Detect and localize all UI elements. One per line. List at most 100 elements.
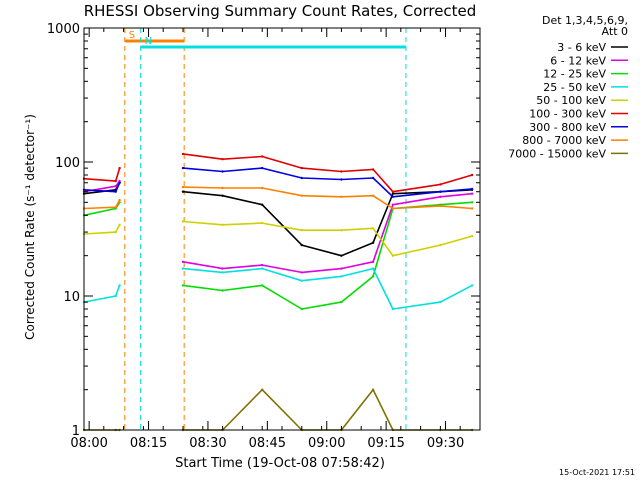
legend-label-4: 25 - 50 keV: [543, 81, 606, 94]
series-8-point-8: [300, 194, 303, 197]
series-7-point-11: [391, 195, 395, 198]
series-8-point-3: [118, 198, 121, 202]
series-5-point-10: [371, 227, 375, 230]
series-6-point-8: [300, 166, 303, 170]
series-layer: [82, 152, 474, 432]
y-tick-label: 1000: [47, 22, 80, 37]
x-tick-label: 09:30: [427, 436, 464, 451]
series-6-point-3: [118, 166, 121, 170]
series-5-point-11: [391, 254, 395, 257]
legend-label-2: 6 - 12 keV: [550, 54, 606, 67]
series-1-point-5: [181, 190, 185, 193]
series-7-point-3: [118, 181, 121, 184]
legend-label-7: 300 - 800 keV: [529, 121, 606, 134]
y-tick-label: 1: [72, 424, 80, 439]
series-2-point-7: [261, 263, 264, 267]
series-8-point-5: [181, 185, 185, 189]
x-tick-label: 08:15: [130, 436, 167, 451]
chart-title: RHESSI Observing Summary Count Rates, Co…: [84, 2, 477, 20]
series-6-point-7: [261, 155, 264, 158]
series-line-4-seg-1: [83, 285, 121, 303]
series-6-point-6: [221, 158, 224, 161]
series-5-point-5: [181, 220, 185, 223]
x-tick-label: 08:30: [189, 436, 226, 451]
series-2-point-2: [114, 185, 117, 188]
y-tick-label: 10: [63, 290, 80, 305]
series-2-point-10: [371, 260, 375, 263]
series-1-point-6: [221, 194, 224, 197]
axes: 1 10 100 1000 08:00 08:15 08:30 08:45 09:00 09:15…: [47, 22, 481, 451]
series-3-point-13: [470, 201, 474, 204]
series-2-point-13: [470, 192, 474, 195]
series-7-point-12: [439, 190, 442, 193]
series-line-9-seg-2: [183, 388, 473, 431]
plot-frame: [83, 27, 481, 431]
legend-label-1: 3 - 6 keV: [557, 41, 606, 54]
series-8-point-11: [391, 207, 395, 210]
x-tick-label: 09:00: [308, 436, 345, 451]
series-3-point-5: [181, 284, 185, 287]
series-6-point-11: [391, 190, 395, 193]
series-8-point-9: [340, 195, 343, 198]
series-5-point-9: [340, 229, 343, 232]
series-5-point-2: [114, 230, 117, 234]
series-line-4-seg-2: [182, 267, 473, 310]
series-6-point-12: [439, 183, 442, 186]
series-1-point-8: [300, 243, 303, 247]
series-4-point-2: [114, 294, 117, 298]
series-8-point-2: [114, 206, 117, 209]
x-tick-label: 09:15: [367, 436, 404, 451]
series-6-point-2: [114, 179, 117, 183]
series-7-point-8: [300, 176, 303, 180]
series-2-point-9: [340, 267, 343, 270]
series-4-point-10: [371, 267, 375, 270]
series-2-point-5: [181, 260, 185, 263]
series-7-point-10: [371, 176, 375, 180]
flag-n-label: N: [145, 36, 152, 47]
x-tick-label: 08:00: [70, 436, 107, 451]
series-4-point-13: [470, 284, 474, 287]
series-3-point-9: [340, 300, 343, 304]
series-8-point-10: [371, 194, 375, 197]
legend-label-9: 7000 - 15000 keV: [508, 147, 606, 160]
series-line-6-seg-2: [182, 153, 473, 193]
legend-label-3: 12 - 25 keV: [543, 68, 606, 81]
series-5-point-7: [261, 221, 264, 225]
series-3-point-7: [261, 284, 264, 287]
x-tick-label: 08:45: [249, 436, 286, 451]
series-3-point-6: [221, 289, 224, 292]
series-line-8-seg-1: [83, 199, 121, 210]
series-2-point-3: [118, 179, 121, 183]
y-axis-label: Corrected Count Rate (s⁻¹ detector⁻¹): [23, 114, 37, 340]
series-4-point-12: [439, 300, 442, 304]
series-5-point-8: [300, 229, 303, 232]
legend-header: Att 0: [602, 25, 628, 38]
series-1-point-10: [371, 241, 375, 244]
series-1-point-9: [340, 254, 343, 257]
series-7-point-9: [340, 178, 343, 181]
series-line-1-seg-2: [182, 189, 473, 257]
series-4-point-8: [300, 279, 303, 282]
series-4-point-7: [261, 267, 264, 270]
series-4-point-9: [340, 275, 343, 278]
series-6-point-10: [371, 168, 375, 171]
series-5-point-3: [118, 223, 121, 226]
series-7-point-7: [261, 166, 264, 170]
series-8-point-7: [261, 186, 264, 190]
series-7-point-2: [114, 190, 117, 193]
series-5-point-12: [439, 243, 442, 247]
legend-label-8: 800 - 7000 keV: [522, 134, 606, 147]
series-1-point-7: [261, 203, 264, 206]
series-line-6-seg-1: [83, 167, 121, 182]
series-4-point-6: [221, 271, 224, 274]
series-4-point-3: [118, 284, 121, 287]
legend-label-5: 50 - 100 keV: [536, 94, 606, 107]
series-8-point-13: [470, 207, 474, 210]
series-6-point-9: [340, 170, 343, 173]
series-line-3-seg-2: [182, 201, 473, 310]
series-6-point-13: [470, 173, 474, 177]
series-2-point-6: [221, 267, 224, 270]
series-4-point-11: [391, 307, 395, 311]
